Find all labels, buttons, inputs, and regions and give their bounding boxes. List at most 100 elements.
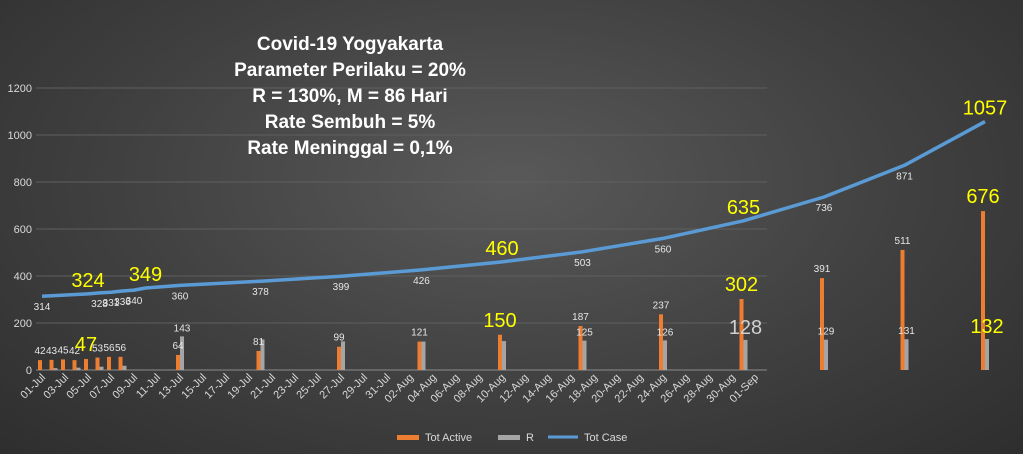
legend-swatch — [397, 435, 419, 440]
data-label: 126 — [657, 327, 674, 338]
data-label: 324 — [71, 270, 104, 292]
data-label: 150 — [483, 310, 516, 332]
data-label: 42 — [34, 346, 46, 357]
y-tick-label: 400 — [14, 271, 32, 283]
legend-swatch — [498, 435, 520, 440]
bar-tot-active — [72, 360, 77, 370]
x-tick-label: 03-Jul — [41, 372, 71, 402]
chart-title-line-4: Rate Sembuh = 5% — [264, 112, 436, 133]
bar-tot-active — [118, 356, 123, 370]
data-label: 99 — [333, 333, 345, 344]
data-label: 331 — [103, 298, 120, 309]
data-label: 871 — [896, 171, 913, 182]
bar-tot-active — [739, 299, 744, 370]
x-tick-label: 09-Jul — [110, 372, 140, 402]
x-tick-label: 01-Jul — [18, 372, 48, 402]
bar-tot-active — [176, 354, 180, 370]
data-label: 81 — [253, 337, 265, 348]
bar-r — [260, 339, 265, 370]
legend-label: R — [526, 432, 534, 444]
x-tick-label: 23-Jul — [271, 372, 301, 402]
bar-r — [824, 339, 828, 370]
data-label: 47 — [75, 334, 97, 356]
y-tick-label: 1000 — [8, 130, 32, 142]
bar-r — [76, 367, 81, 370]
y-tick-label: 600 — [14, 224, 32, 236]
data-label: 131 — [898, 326, 915, 337]
bar-r — [985, 338, 989, 370]
data-label: 132 — [970, 316, 1003, 338]
data-label: 187 — [572, 312, 589, 323]
data-label: 736 — [816, 203, 833, 214]
data-label: 129 — [818, 327, 835, 338]
bar-tot-active — [498, 334, 502, 370]
bar-tot-active — [820, 278, 824, 370]
line-tot-case — [41, 120, 986, 298]
bar-tot-active — [578, 326, 583, 370]
data-label: 237 — [653, 300, 670, 311]
bar-tot-active — [38, 360, 42, 370]
data-label: 43 — [46, 346, 58, 357]
bar-r — [421, 341, 426, 370]
data-label: 635 — [727, 197, 760, 219]
bar-r — [743, 339, 748, 370]
data-label: 45 — [57, 345, 69, 356]
chart-title-line-3: R = 130%, M = 86 Hari — [252, 86, 448, 107]
y-tick-label: 200 — [14, 318, 32, 330]
data-label: 53 — [92, 344, 104, 355]
data-label: 336 — [114, 297, 131, 308]
data-label: 426 — [413, 276, 430, 287]
data-label: 143 — [174, 323, 191, 334]
x-tick-label: 07-Jul — [87, 372, 117, 402]
bar-tot-active — [659, 314, 663, 370]
legend-label: Tot Active — [425, 432, 472, 444]
x-tick-label: 05-Jul — [64, 372, 94, 402]
bar-r — [663, 340, 667, 370]
bar-tot-active — [95, 357, 100, 370]
data-label: 460 — [485, 238, 518, 260]
data-label: 42 — [69, 346, 81, 357]
data-label: 56 — [115, 343, 127, 354]
data-label: 1057 — [963, 98, 1008, 120]
data-label: 125 — [576, 328, 593, 339]
data-label: 121 — [411, 328, 428, 339]
bar-tot-active — [417, 341, 422, 370]
data-label: 399 — [333, 282, 350, 293]
data-label: 676 — [966, 186, 999, 208]
bar-tot-active — [900, 249, 905, 370]
data-label: 302 — [725, 274, 758, 296]
data-label: 128 — [729, 317, 762, 339]
data-label: 340 — [126, 296, 143, 307]
x-tick-label: 25-Jul — [294, 372, 324, 402]
data-label: 360 — [172, 291, 189, 302]
data-label: 560 — [655, 244, 672, 255]
data-label: 328 — [91, 299, 108, 310]
bar-tot-active — [256, 350, 261, 370]
bar-tot-active — [981, 211, 985, 370]
y-tick-label: 1200 — [8, 83, 32, 95]
data-label: 378 — [252, 287, 269, 298]
bar-tot-active — [61, 359, 65, 370]
bar-r — [122, 365, 127, 370]
bar-r — [53, 368, 58, 370]
y-tick-label: 800 — [14, 177, 32, 189]
x-tick-label: 17-Jul — [202, 372, 232, 402]
x-tick-label: 21-Jul — [248, 372, 278, 402]
bar-r — [582, 340, 587, 370]
data-label: 349 — [129, 264, 162, 286]
x-tick-label: 27-Jul — [317, 372, 347, 402]
bar-tot-active — [49, 359, 54, 370]
x-tick-label: 29-Jul — [340, 372, 370, 402]
bar-tot-active — [84, 358, 88, 370]
chart-title-line-5: Rate Meninggal = 0,1% — [247, 138, 453, 159]
bar-tot-active — [107, 356, 111, 370]
x-tick-label: 15-Jul — [179, 372, 209, 402]
data-label: 56 — [103, 343, 115, 354]
x-tick-label: 19-Jul — [225, 372, 255, 402]
data-label: 64 — [172, 341, 184, 352]
bar-r — [99, 366, 104, 370]
y-tick-label: 0 — [26, 365, 32, 377]
data-label: 511 — [895, 236, 911, 247]
